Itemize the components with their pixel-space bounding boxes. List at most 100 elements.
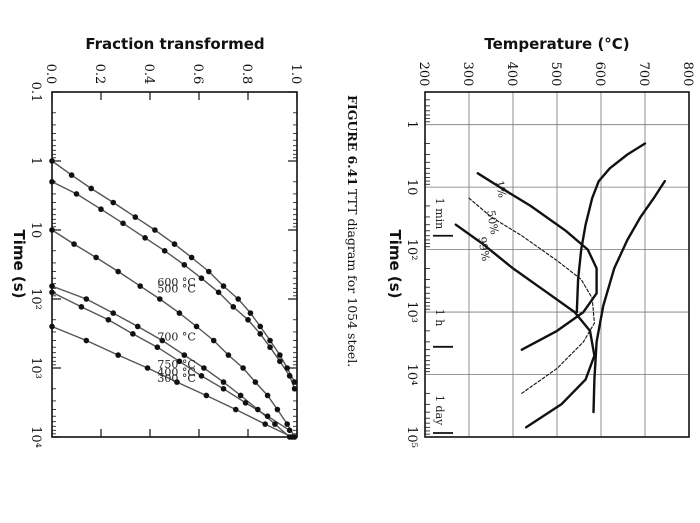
left-data-point (137, 283, 143, 289)
right-temperature-tick-label: 400 (504, 62, 519, 87)
left-data-point (267, 344, 273, 351)
left-data-point (105, 316, 112, 323)
right-curve-labels: 1% 50%99% (475, 179, 508, 262)
left-time-tick-label: 10² (28, 288, 43, 310)
right-series-line (454, 223, 596, 429)
left-data-point (83, 337, 90, 344)
left-series-label: 750 °C (157, 358, 195, 371)
left-data-point (78, 304, 85, 310)
left-data-point (110, 310, 117, 316)
fraction-transformed-chart: Fraction transformed 0.0 0.2 0.4 0.6 0.8 1.0 … (10, 35, 303, 448)
left-data-point (220, 385, 227, 392)
left-axis-ticks (51, 91, 298, 438)
left-data-point (274, 406, 281, 413)
left-data-point (247, 310, 254, 316)
left-series-label: 500 °C (157, 282, 195, 295)
left-data-point (88, 185, 94, 192)
left-data-point (110, 199, 117, 206)
left-data-point (49, 289, 55, 296)
left-fraction-tick-label: 0.8 (239, 64, 254, 85)
left-series-points (49, 158, 298, 440)
left-data-point (262, 421, 268, 427)
left-data-point (257, 323, 264, 330)
left-data-point (215, 289, 222, 296)
left-data-point (93, 254, 99, 261)
right-time-tick-label: 10⁴ (404, 364, 419, 386)
left-data-point (252, 379, 259, 385)
left-data-point (98, 206, 104, 213)
left-data-point (71, 241, 77, 247)
right-curve-label: 50% (484, 209, 501, 235)
left-fraction-tick-label: 0.0 (43, 64, 58, 85)
left-data-point (142, 235, 148, 241)
left-fraction-tick-label: 0.6 (190, 64, 205, 85)
left-data-point (272, 421, 278, 427)
left-time-tick-label: 10³ (28, 357, 43, 379)
right-gridlines (424, 92, 690, 438)
right-series-curves (454, 142, 666, 429)
left-data-point (130, 331, 136, 337)
left-data-point (206, 268, 212, 275)
right-plot-frame (424, 91, 690, 438)
left-data-point (157, 296, 163, 302)
right-time-mark-label: 1 min (433, 198, 446, 230)
right-time-marks: 1 min 1 h 1 day (433, 198, 453, 434)
left-series-line (51, 160, 296, 383)
left-data-point (284, 421, 291, 427)
left-data-point (49, 323, 55, 330)
left-time-tick-label: 10⁴ (28, 426, 43, 448)
right-time-tick-label: 10³ (404, 301, 419, 323)
left-data-point (286, 373, 293, 379)
right-temperature-tick-label: 500 (548, 62, 563, 87)
right-series-line (592, 179, 666, 414)
left-data-point (220, 379, 227, 385)
ttt-diagram-chart: Temperature (°C) 200 300 400 500 600 700 800 1… (386, 35, 695, 448)
left-data-point (198, 275, 205, 282)
left-data-point (230, 304, 237, 310)
right-time-tick-label: 10² (404, 239, 419, 261)
right-time-mark-label: 1 day (433, 395, 446, 426)
left-data-point (134, 323, 141, 330)
left-data-point (181, 262, 188, 268)
left-data-point (174, 379, 180, 385)
right-temperature-tick-labels: 200 300 400 500 600 700 800 (416, 62, 695, 87)
left-data-point (264, 413, 271, 420)
left-data-point (289, 434, 295, 440)
left-data-point (120, 220, 126, 227)
left-data-point (132, 214, 139, 220)
left-fraction-tick-label: 0.4 (141, 64, 156, 85)
left-series-line (51, 229, 296, 438)
left-data-point (232, 406, 239, 413)
left-fraction-tick-label: 1.0 (288, 64, 303, 85)
left-series-label: 700 °C (157, 331, 195, 344)
left-data-point (181, 352, 188, 358)
left-data-point (242, 400, 249, 406)
right-temperature-tick-label: 800 (680, 62, 695, 87)
left-y-axis-title: Fraction transformed (85, 35, 264, 53)
right-time-mark-label: 1 h (433, 309, 446, 327)
right-series-line (575, 142, 647, 314)
right-time-tick-label: 10⁵ (404, 426, 419, 448)
right-time-tick-label: 1 (404, 121, 419, 129)
left-data-point (49, 158, 55, 164)
left-data-point (159, 337, 166, 344)
left-time-tick-labels: 0.1 1 10 10² 10³ 10⁴ (28, 82, 43, 448)
left-data-point (49, 283, 55, 289)
left-data-point (235, 296, 241, 302)
left-data-point (176, 358, 183, 365)
left-data-point (201, 365, 207, 371)
left-data-point (267, 337, 273, 344)
left-data-point (176, 310, 183, 316)
right-y-axis-title: Temperature (°C) (484, 35, 629, 53)
left-data-point (115, 268, 121, 275)
left-fraction-tick-labels: 0.0 0.2 0.4 0.6 0.8 1.0 (43, 64, 303, 85)
left-data-point (188, 254, 195, 261)
left-data-point (115, 352, 121, 358)
right-time-tick-label: 10 (404, 179, 419, 196)
left-data-point (245, 316, 251, 323)
left-data-point (203, 392, 210, 399)
left-data-point (257, 331, 264, 337)
left-data-point (277, 358, 283, 365)
left-data-point (83, 296, 90, 302)
